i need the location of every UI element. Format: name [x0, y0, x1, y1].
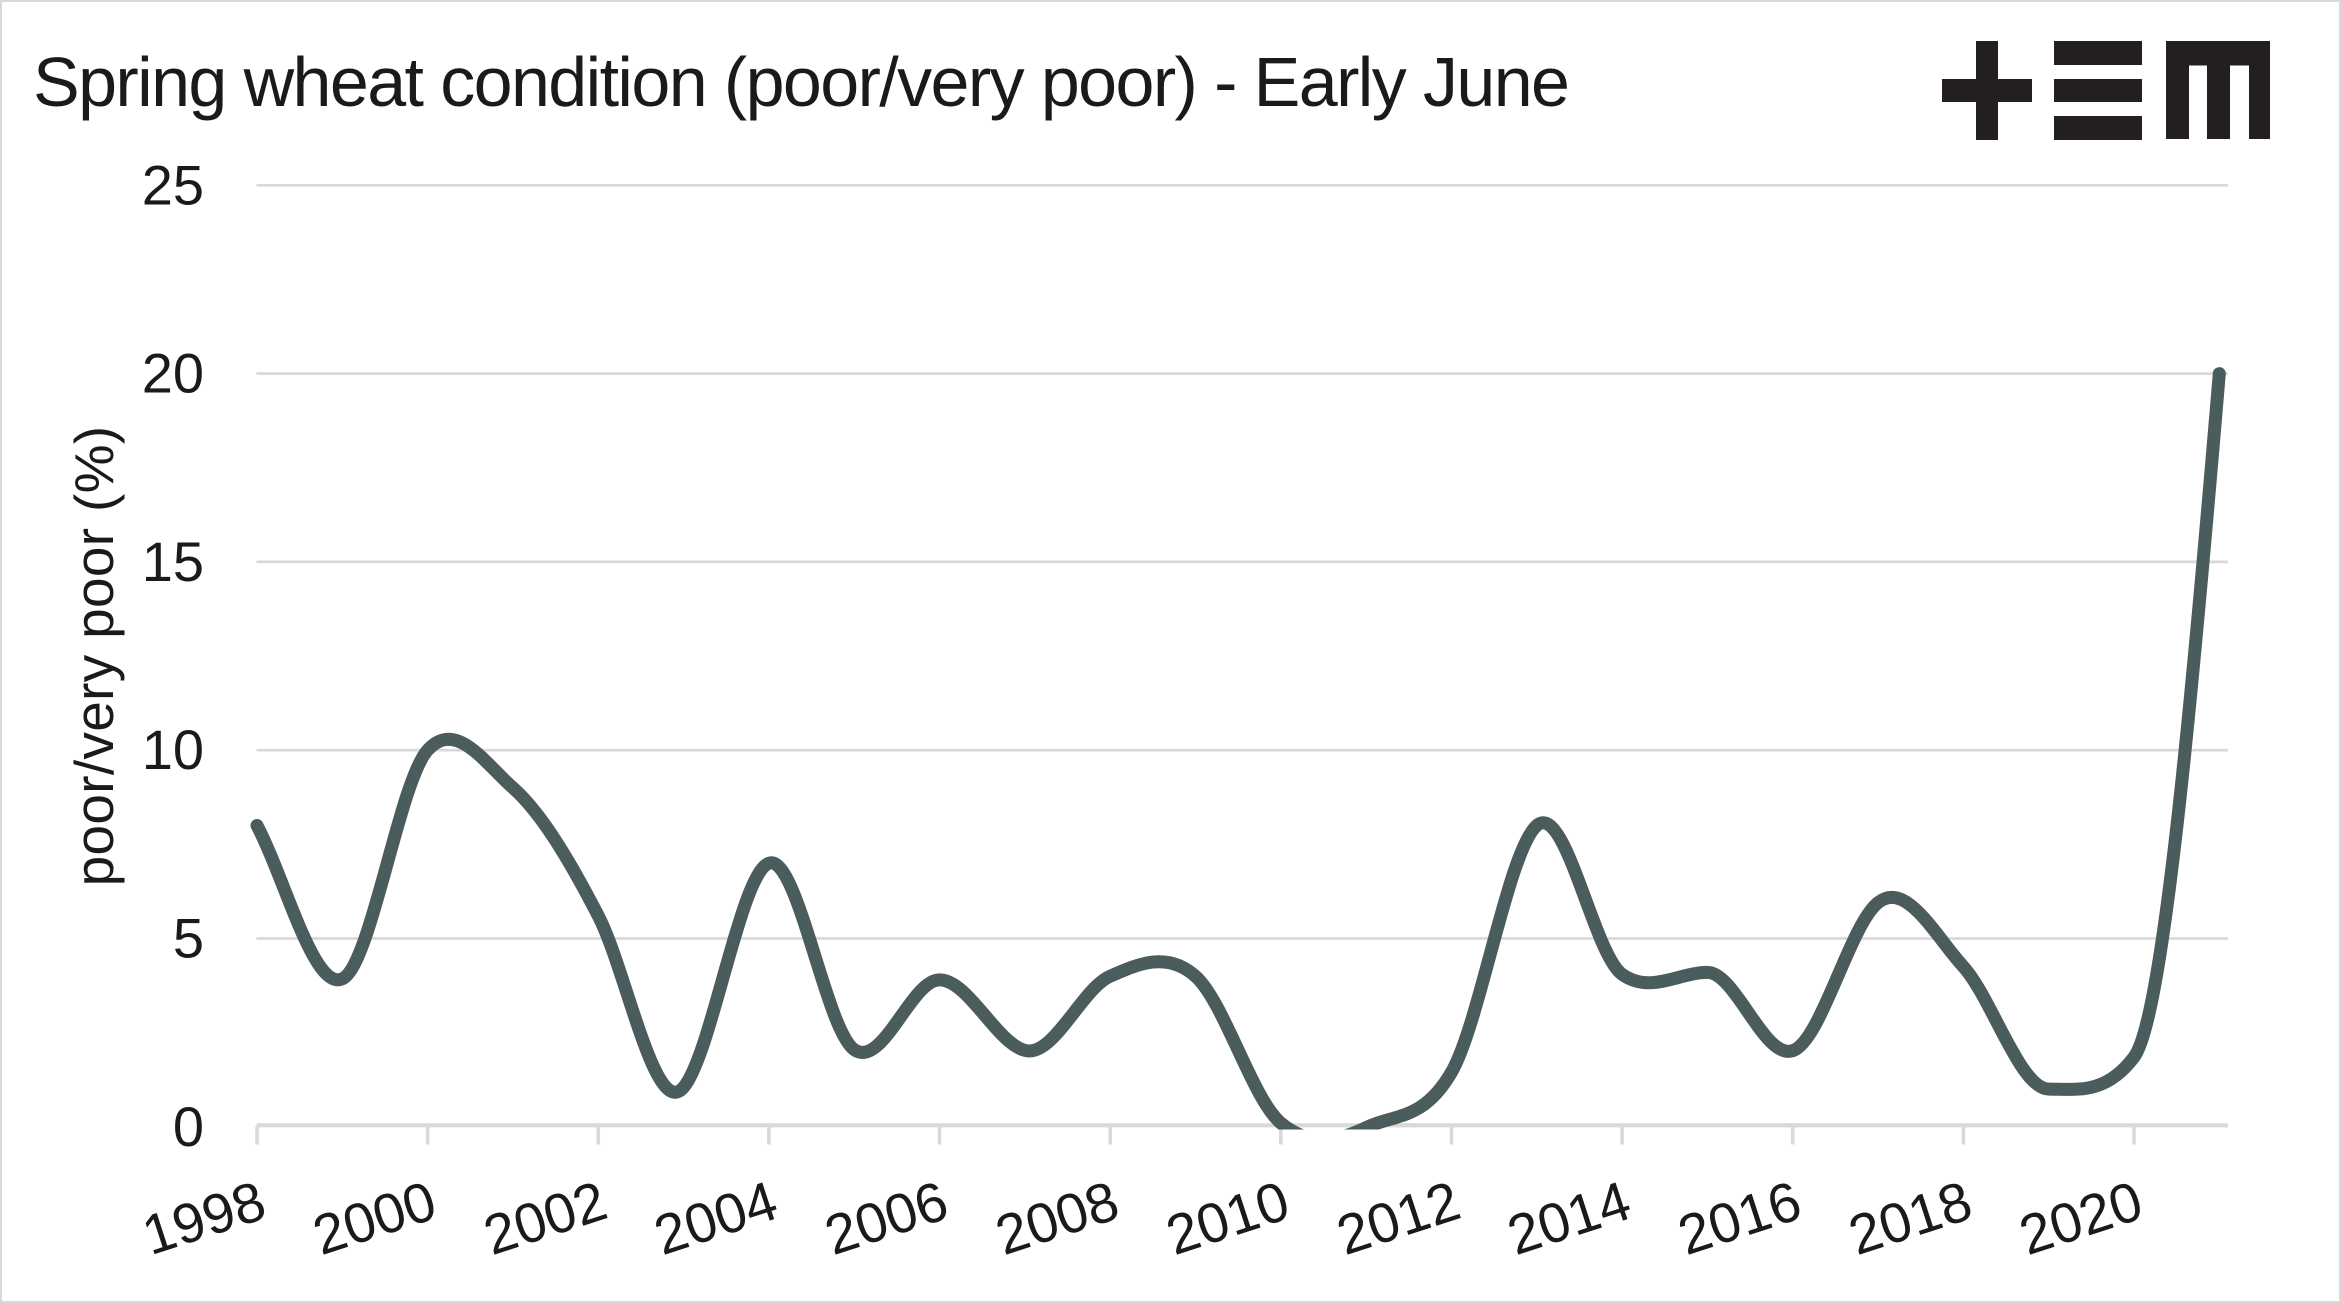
svg-text:10: 10 — [142, 718, 204, 781]
svg-text:0: 0 — [173, 1095, 204, 1158]
svg-text:20: 20 — [142, 342, 204, 405]
svg-text:15: 15 — [142, 530, 204, 593]
svg-text:Spring wheat condition (poor/v: Spring wheat condition (poor/very poor) … — [33, 43, 1568, 121]
svg-text:poor/very poor (%): poor/very poor (%) — [63, 426, 125, 887]
svg-text:25: 25 — [142, 153, 204, 216]
svg-text:5: 5 — [173, 907, 204, 970]
